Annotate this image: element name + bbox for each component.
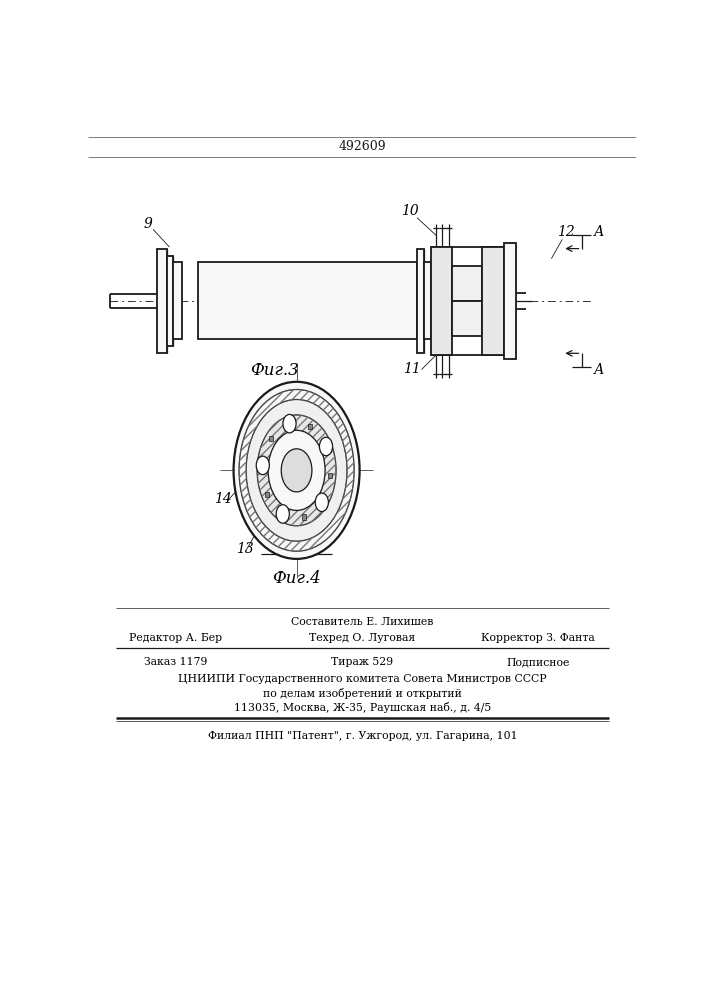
Bar <box>431 247 452 355</box>
Bar <box>157 249 167 353</box>
Bar <box>302 514 305 520</box>
Circle shape <box>256 456 269 475</box>
Text: Составитель Е. Лихишев: Составитель Е. Лихишев <box>291 617 433 627</box>
Text: Подписное: Подписное <box>506 657 569 667</box>
Bar <box>481 247 503 355</box>
Circle shape <box>320 437 332 456</box>
Bar <box>452 266 481 301</box>
Text: по делам изобретений и открытий: по делам изобретений и открытий <box>263 688 462 699</box>
Circle shape <box>239 389 354 551</box>
Bar <box>173 262 182 339</box>
Circle shape <box>276 505 289 523</box>
Text: Редактор А. Бер: Редактор А. Бер <box>129 633 223 643</box>
Text: А: А <box>594 363 604 377</box>
Bar <box>329 473 332 478</box>
Circle shape <box>268 430 325 510</box>
Bar <box>481 247 503 355</box>
Bar <box>431 247 452 355</box>
Text: ЦНИИПИ Государственного комитета Совета Министров СССР: ЦНИИПИ Государственного комитета Совета … <box>178 674 547 684</box>
Bar <box>265 492 269 497</box>
Text: 11: 11 <box>404 362 421 376</box>
Circle shape <box>283 414 296 433</box>
Text: 12: 12 <box>557 225 575 238</box>
Bar <box>167 256 173 346</box>
Bar <box>308 424 312 429</box>
Text: Фиг.4: Фиг.4 <box>272 570 321 587</box>
Circle shape <box>315 493 329 512</box>
Text: Филиал ПНП "Патент", г. Ужгород, ул. Гагарина, 101: Филиал ПНП "Патент", г. Ужгород, ул. Гаг… <box>208 731 517 741</box>
Bar <box>417 249 424 353</box>
Bar <box>503 243 516 359</box>
Text: 492609: 492609 <box>339 140 386 153</box>
Text: Корректор З. Фанта: Корректор З. Фанта <box>481 633 595 643</box>
Text: Фиг.3: Фиг.3 <box>250 362 299 379</box>
Text: Техред О. Луговая: Техред О. Луговая <box>309 633 416 643</box>
Text: Тираж 529: Тираж 529 <box>332 657 393 667</box>
Circle shape <box>257 415 336 526</box>
Text: 14: 14 <box>214 492 232 506</box>
Text: 13: 13 <box>236 542 254 556</box>
Bar <box>198 262 417 339</box>
Bar <box>424 262 431 339</box>
Circle shape <box>233 382 360 559</box>
Bar <box>269 436 274 441</box>
Text: 10: 10 <box>401 204 419 218</box>
Circle shape <box>246 400 347 541</box>
Text: А: А <box>594 225 604 239</box>
Text: Заказ 1179: Заказ 1179 <box>144 657 208 667</box>
Circle shape <box>281 449 312 492</box>
Text: А - А: А - А <box>274 536 320 553</box>
Text: 9: 9 <box>144 217 152 231</box>
Bar <box>452 301 481 336</box>
Text: 113035, Москва, Ж-35, Раушская наб., д. 4/5: 113035, Москва, Ж-35, Раушская наб., д. … <box>234 702 491 713</box>
Bar <box>503 243 516 359</box>
